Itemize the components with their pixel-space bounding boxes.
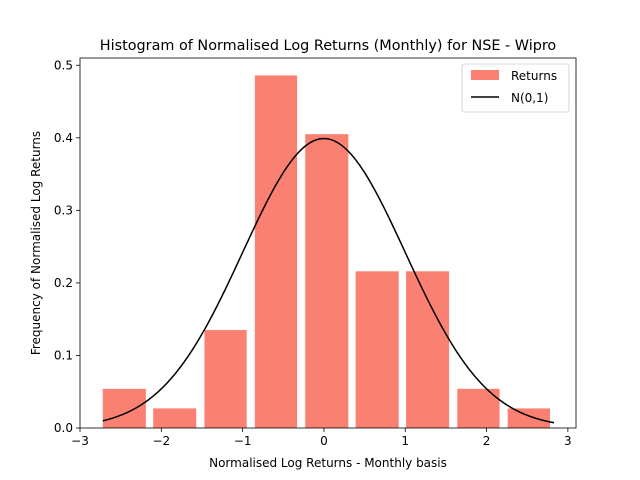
histogram-bar bbox=[457, 388, 500, 428]
x-tick-label: 0 bbox=[320, 434, 328, 448]
x-axis-ticks: −3 −2 −1 0 1 2 3 bbox=[71, 428, 572, 448]
y-tick-label: 0.1 bbox=[54, 348, 73, 362]
x-tick-label: 3 bbox=[564, 434, 572, 448]
y-tick-label: 0.4 bbox=[54, 131, 73, 145]
normal-curve-layer bbox=[102, 137, 555, 424]
y-axis-label: Frequency of Normalised Log Returns bbox=[29, 131, 43, 355]
histogram-bar bbox=[102, 388, 146, 428]
plot-frame bbox=[79, 57, 577, 429]
histogram-bar bbox=[254, 75, 298, 428]
x-tick-label: −1 bbox=[234, 434, 252, 448]
histogram-bar bbox=[406, 271, 450, 428]
normal-curve-line bbox=[102, 137, 555, 424]
legend-swatch-returns bbox=[471, 70, 499, 80]
histogram-bar bbox=[305, 134, 349, 429]
legend: Returns N(0,1) bbox=[461, 63, 570, 113]
y-axis-ticks: 0.0 0.1 0.2 0.3 0.4 0.5 bbox=[54, 58, 80, 435]
chart-title: Histogram of Normalised Log Returns (Mon… bbox=[100, 38, 557, 54]
legend-label-normal: N(0,1) bbox=[511, 91, 548, 105]
histogram-bar bbox=[355, 271, 399, 428]
legend-label-returns: Returns bbox=[511, 69, 557, 83]
x-axis-label: Normalised Log Returns - Monthly basis bbox=[209, 456, 447, 470]
x-tick-label: 1 bbox=[401, 434, 409, 448]
histogram-bar bbox=[507, 408, 550, 428]
x-tick-label: −2 bbox=[152, 434, 170, 448]
y-tick-label: 0.0 bbox=[54, 421, 73, 435]
histogram-bar bbox=[153, 408, 197, 428]
histogram-bars bbox=[102, 75, 550, 429]
y-tick-label: 0.5 bbox=[54, 58, 73, 72]
histogram-bar bbox=[204, 330, 247, 428]
y-tick-label: 0.2 bbox=[54, 276, 73, 290]
y-tick-label: 0.3 bbox=[54, 203, 73, 217]
x-tick-label: 2 bbox=[483, 434, 491, 448]
x-tick-label: −3 bbox=[71, 434, 89, 448]
